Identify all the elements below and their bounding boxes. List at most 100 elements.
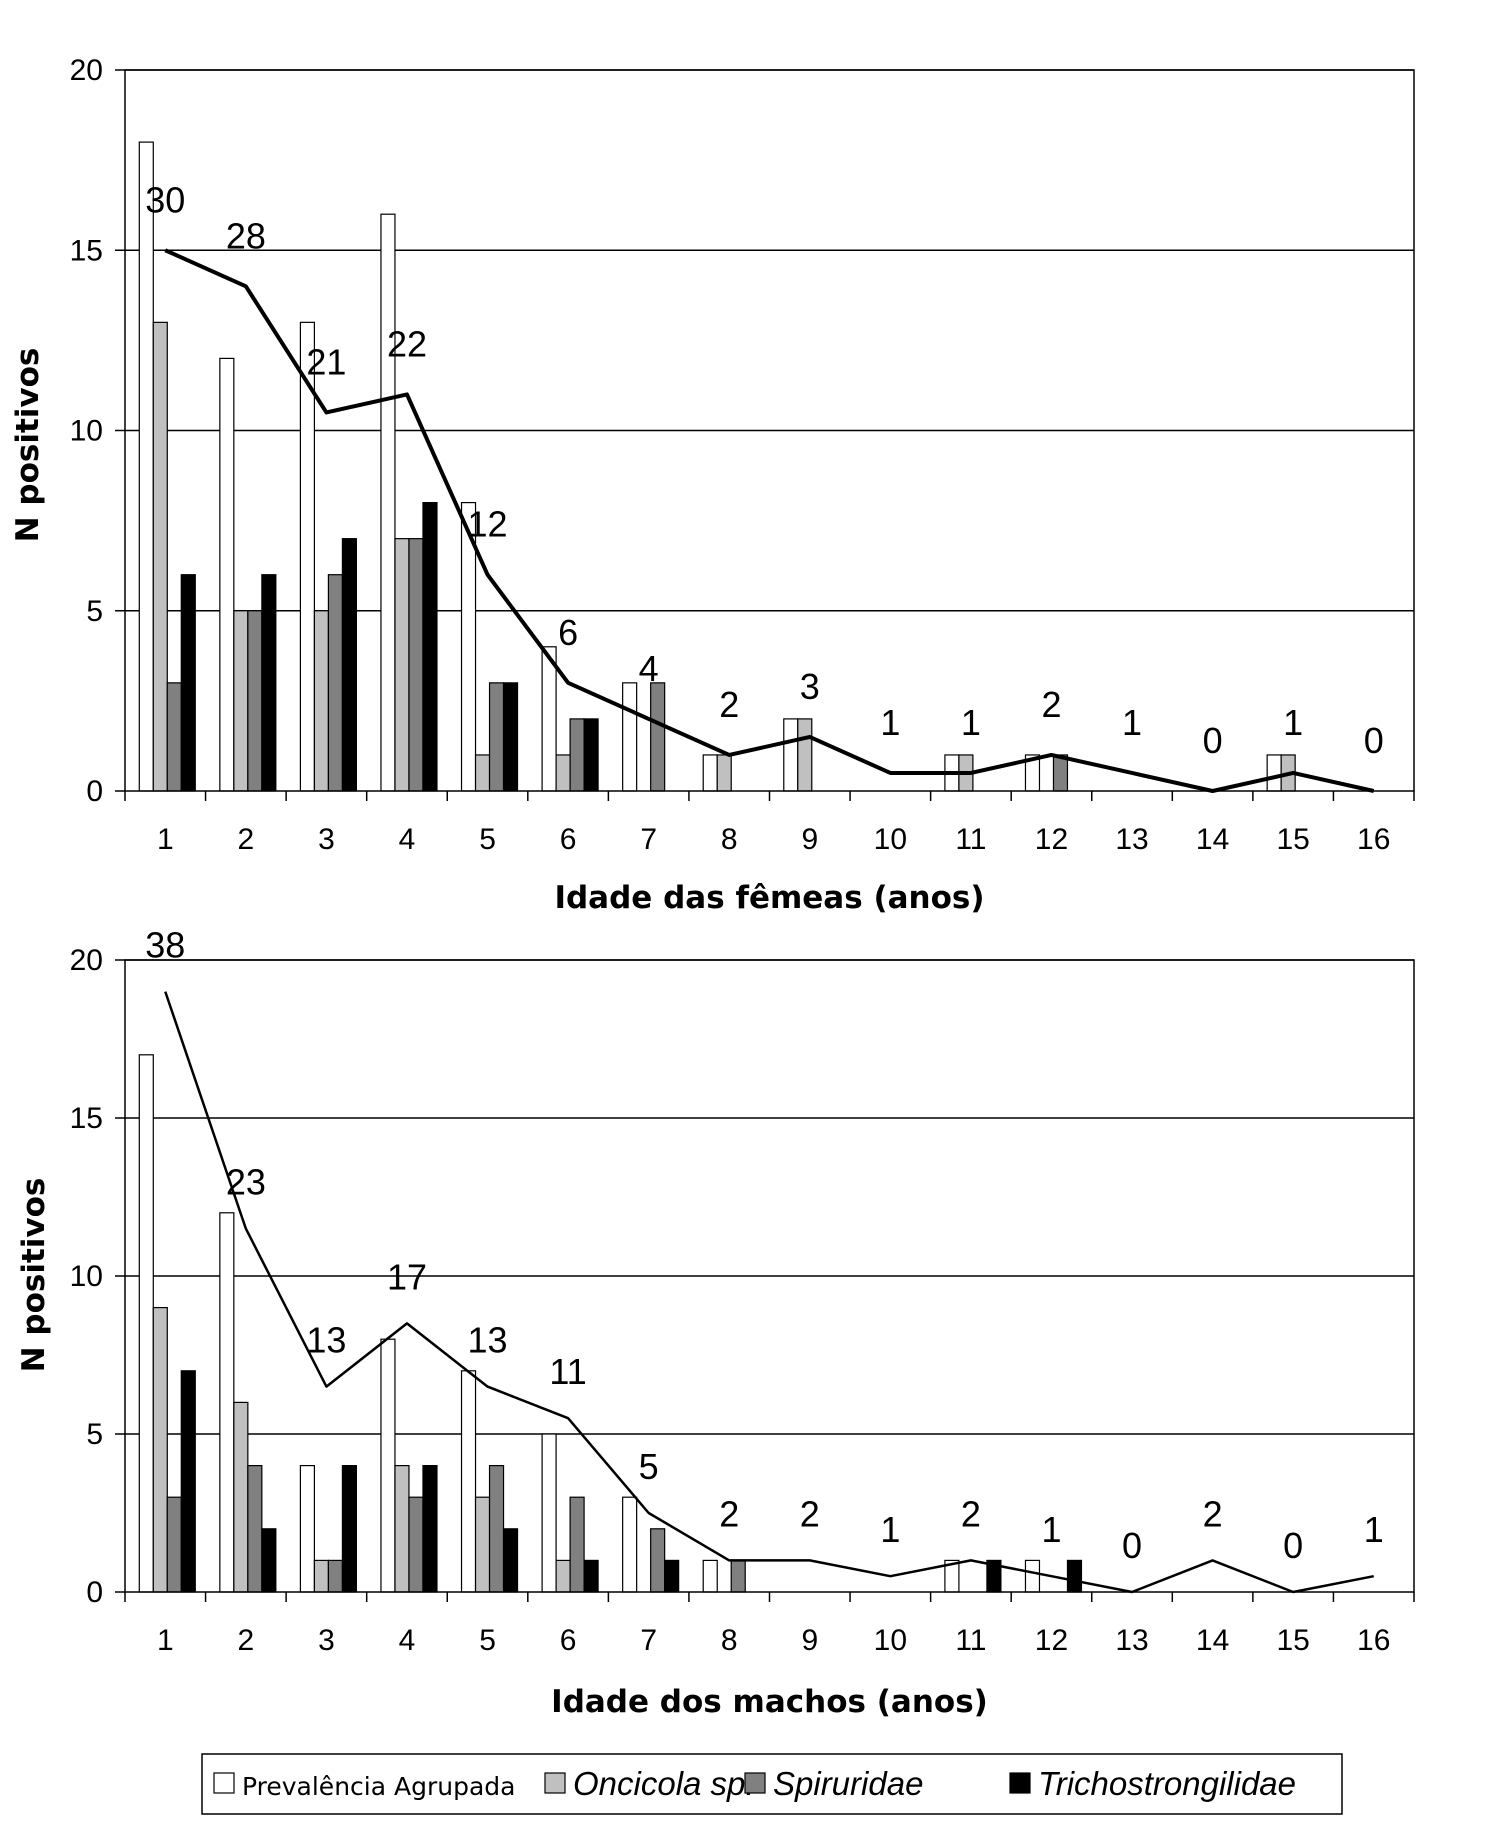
bar-spiruridae-2 — [247, 610, 263, 792]
x-tick-label: 8 — [721, 823, 738, 856]
x-tick-label: 7 — [640, 1624, 657, 1657]
y-axis-title: N positivos — [10, 348, 46, 543]
legend-swatch — [213, 1772, 235, 1794]
y-tick-label: 0 — [86, 775, 103, 808]
bar-preval-ncia-agrupada-8 — [702, 754, 718, 792]
line-data-label: 6 — [558, 612, 578, 653]
bar-preval-ncia-agrupada-3 — [299, 1464, 316, 1593]
legend: Prevalência Agrupada Oncicola sp. Spirurid… — [201, 1753, 1343, 1815]
line-data-label: 4 — [639, 648, 659, 689]
line-data-label: 13 — [306, 1320, 346, 1361]
bar-spiruridae-6 — [569, 1496, 585, 1593]
legend-label: Spiruridae — [773, 1765, 923, 1802]
line-data-label: 1 — [1364, 1509, 1384, 1550]
bar-trichostrongilidae-1 — [180, 574, 196, 792]
bar-trichostrongilidae-5 — [502, 1528, 519, 1593]
line-data-label: 22 — [387, 323, 427, 364]
bar-spiruridae-4 — [408, 538, 424, 792]
bar-preval-ncia-agrupada-12 — [1024, 1559, 1041, 1593]
x-tick-label: 15 — [1276, 823, 1309, 856]
bar-spiruridae-5 — [488, 1464, 505, 1593]
x-tick-label: 5 — [479, 1624, 496, 1657]
bar-trichostrongilidae-4 — [422, 1464, 438, 1593]
bar-preval-ncia-agrupada-1 — [138, 141, 154, 792]
bar-preval-ncia-agrupada-2 — [219, 357, 235, 792]
x-tick-label: 7 — [640, 823, 657, 856]
line-data-label: 28 — [226, 215, 266, 256]
x-tick-label: 13 — [1115, 823, 1148, 856]
legend-label: Trichostrongilidae — [1038, 1765, 1296, 1802]
x-tick-label: 2 — [238, 823, 255, 856]
bar-trichostrongilidae-12 — [1066, 1559, 1083, 1593]
bar-preval-ncia-agrupada-15 — [1266, 754, 1282, 792]
bar-spiruridae-6 — [569, 718, 585, 792]
bar-oncicola-sp-1 — [152, 1306, 168, 1593]
bar-trichostrongilidae-3 — [341, 1464, 358, 1593]
bar-spiruridae-1 — [166, 682, 182, 792]
line-data-label: 13 — [468, 1320, 508, 1361]
bar-preval-ncia-agrupada-6 — [541, 1433, 557, 1593]
bar-oncicola-sp-6 — [555, 754, 571, 792]
line-data-label: 1 — [880, 1509, 900, 1550]
x-tick-label: 8 — [721, 1624, 738, 1657]
line-data-label: 3 — [800, 666, 820, 707]
x-axis-title: Idade dos machos (anos) — [551, 1684, 988, 1720]
legend-label: Prevalência Agrupada — [242, 1772, 515, 1801]
y-axis-title: N positivos — [16, 1178, 52, 1373]
legend-swatch — [1009, 1772, 1031, 1794]
legend-swatch — [744, 1772, 766, 1794]
x-tick-label: 9 — [801, 1624, 818, 1657]
bar-preval-ncia-agrupada-8 — [702, 1559, 718, 1593]
legend-label: Oncicola sp. — [573, 1765, 755, 1802]
line-data-label: 0 — [1283, 1525, 1303, 1566]
x-tick-label: 2 — [238, 1624, 255, 1657]
y-tick-label: 5 — [86, 1418, 103, 1451]
bar-spiruridae-12 — [1052, 754, 1069, 792]
x-tick-label: 14 — [1196, 1624, 1229, 1657]
line-data-label: 2 — [800, 1493, 820, 1534]
bar-trichostrongilidae-5 — [502, 682, 519, 792]
x-tick-label: 9 — [801, 823, 818, 856]
bar-preval-ncia-agrupada-7 — [622, 1496, 638, 1593]
x-tick-label: 14 — [1196, 823, 1229, 856]
bar-trichostrongilidae-6 — [583, 718, 599, 792]
bar-oncicola-sp-1 — [152, 321, 168, 792]
x-tick-label: 10 — [874, 823, 907, 856]
bar-spiruridae-2 — [247, 1464, 263, 1593]
bar-trichostrongilidae-6 — [583, 1559, 599, 1593]
y-tick-label: 20 — [70, 944, 103, 977]
bar-oncicola-sp-4 — [394, 1464, 410, 1593]
x-tick-label: 16 — [1357, 823, 1390, 856]
bar-oncicola-sp-2 — [233, 610, 249, 792]
y-tick-label: 20 — [70, 54, 103, 87]
y-tick-label: 10 — [70, 415, 103, 448]
x-tick-label: 15 — [1276, 1624, 1309, 1657]
legend-swatch — [544, 1772, 566, 1794]
bar-oncicola-sp-4 — [394, 538, 410, 792]
x-tick-label: 4 — [399, 823, 416, 856]
line-data-label: 38 — [145, 925, 185, 966]
legend-box — [201, 1753, 1343, 1815]
bar-oncicola-sp-2 — [233, 1401, 249, 1593]
line-data-label: 1 — [1283, 702, 1303, 743]
x-tick-label: 6 — [560, 1624, 577, 1657]
bar-oncicola-sp-3 — [313, 610, 330, 792]
bar-spiruridae-7 — [650, 682, 666, 792]
bar-spiruridae-4 — [408, 1496, 424, 1593]
bar-spiruridae-8 — [730, 1559, 746, 1593]
line-data-label: 2 — [719, 1493, 739, 1534]
line-data-label: 1 — [1041, 1509, 1061, 1550]
line-data-label: 23 — [226, 1162, 266, 1203]
line-data-label: 2 — [719, 684, 739, 725]
bar-spiruridae-5 — [488, 682, 505, 792]
bar-preval-ncia-agrupada-1 — [138, 1054, 154, 1593]
bar-preval-ncia-agrupada-6 — [541, 646, 557, 792]
line-data-label: 2 — [961, 1493, 981, 1534]
x-tick-label: 6 — [560, 823, 577, 856]
bar-spiruridae-7 — [650, 1528, 666, 1593]
bar-trichostrongilidae-2 — [261, 574, 277, 792]
prevalence-line — [164, 991, 1374, 1594]
line-data-label: 0 — [1203, 720, 1223, 761]
